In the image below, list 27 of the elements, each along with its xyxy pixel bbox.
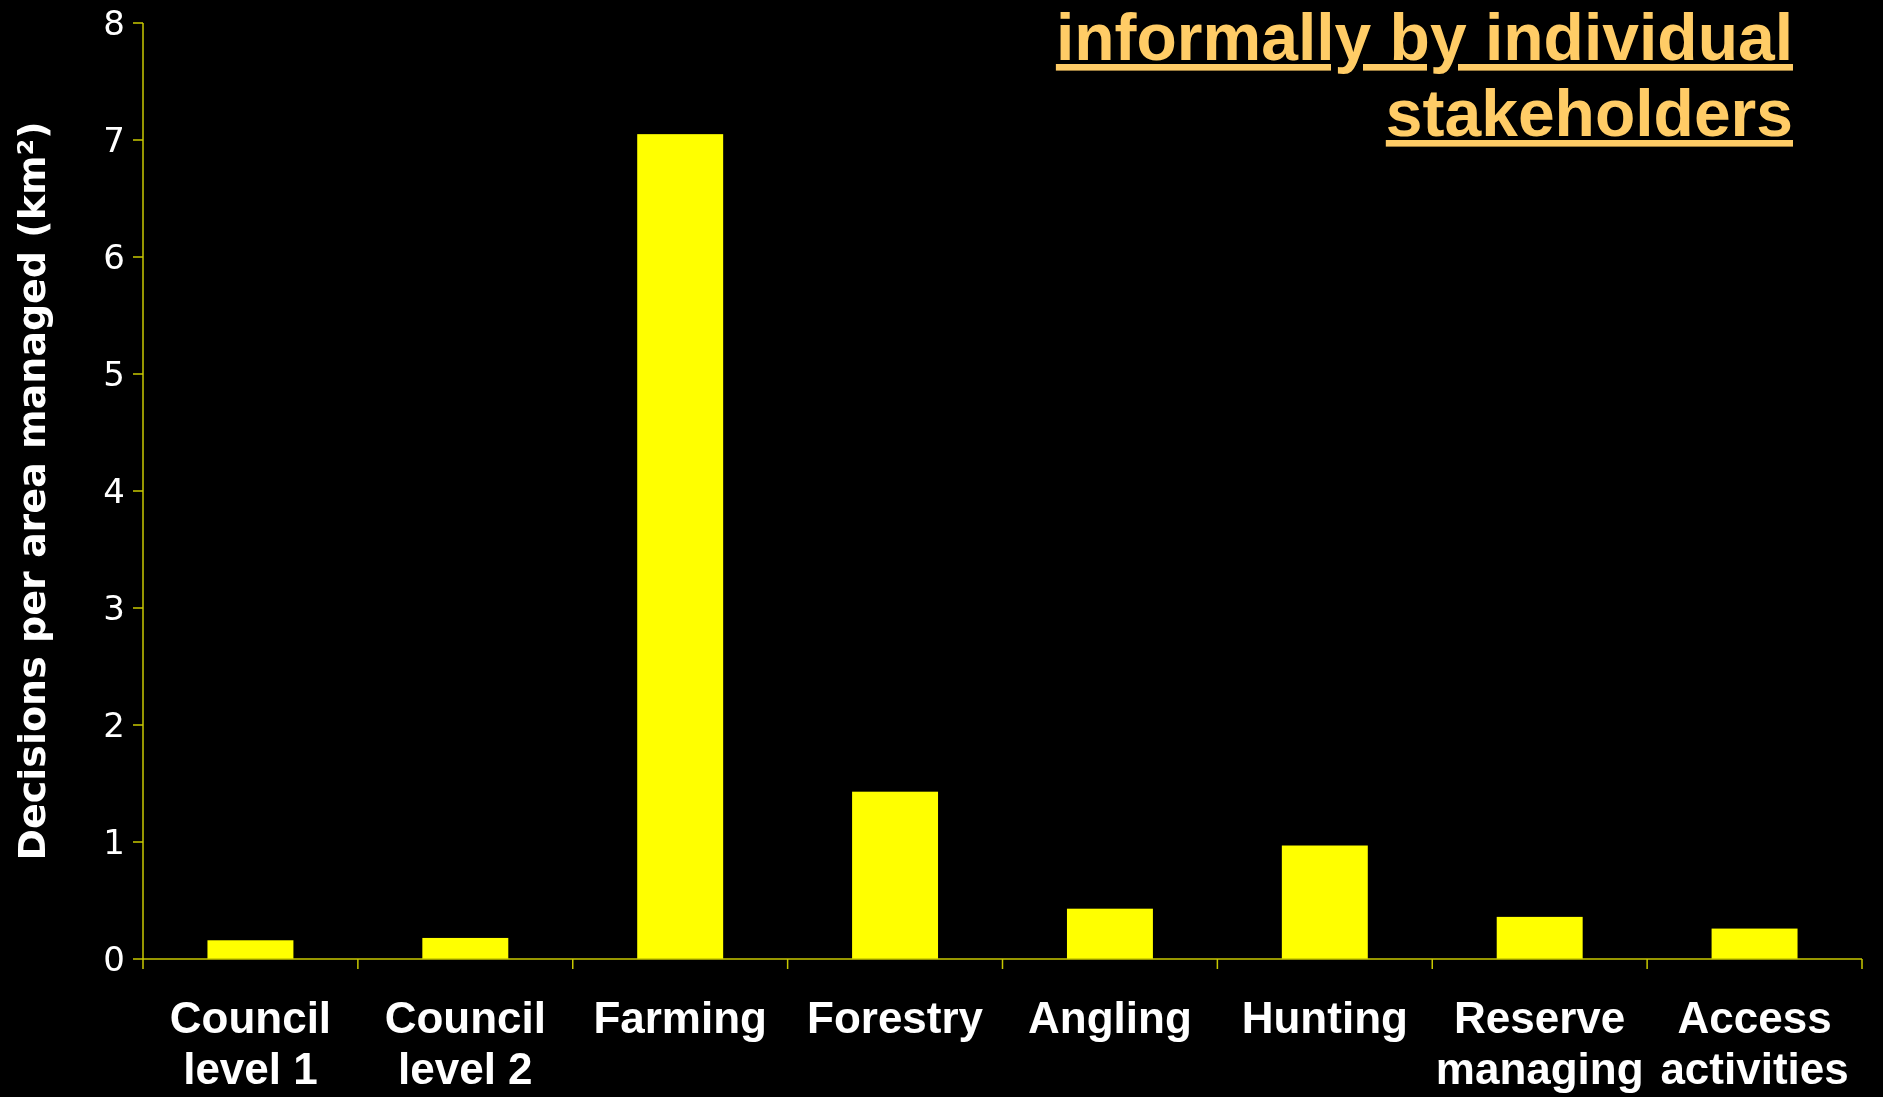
x-tick-label: Angling	[1028, 993, 1192, 1042]
y-tick-label: 4	[103, 470, 125, 511]
y-tick-label: 7	[103, 119, 125, 160]
x-tick-label: Reserve managing	[1435, 993, 1644, 1093]
y-tick-label: 0	[103, 938, 125, 979]
bar	[1066, 908, 1153, 959]
y-tick-label: 3	[103, 587, 125, 628]
bar	[422, 937, 509, 959]
bar	[1496, 916, 1583, 959]
bar	[207, 940, 294, 959]
x-tick-label: Council level 1	[169, 993, 332, 1093]
chart-title: informally by individual stakeholders	[1055, 0, 1793, 150]
y-tick-label: 8	[103, 2, 125, 43]
x-tick-label: Hunting	[1241, 993, 1408, 1042]
bar	[852, 791, 939, 959]
bar	[1281, 845, 1368, 959]
x-tick-label: Farming	[593, 993, 767, 1042]
y-tick-label: 1	[103, 821, 125, 862]
y-tick-label: 2	[103, 704, 125, 745]
y-tick-label: 5	[103, 353, 125, 394]
x-tick-label: Council level 2	[384, 993, 546, 1093]
bar	[637, 134, 724, 959]
bar	[1711, 928, 1798, 959]
x-tick-label: Forestry	[807, 993, 984, 1042]
y-axis-title: Decisions per area managed (km²)	[10, 121, 54, 861]
x-tick-label: Access activities	[1660, 993, 1849, 1093]
y-tick-label: 6	[103, 236, 125, 277]
